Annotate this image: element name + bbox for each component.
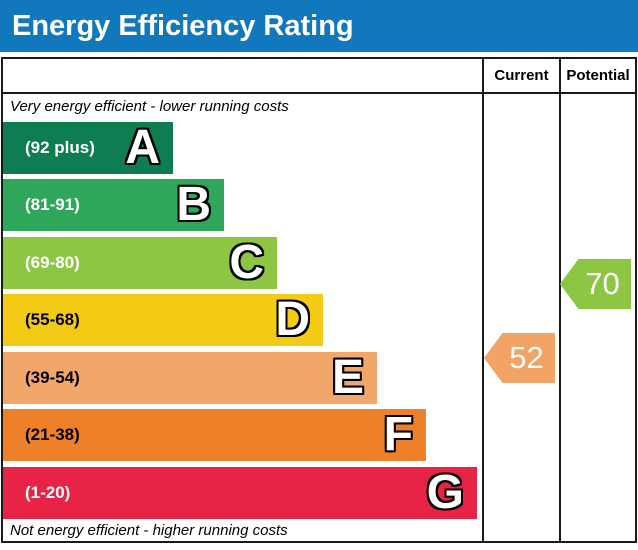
rating-table: Current Potential Very energy efficient … — [1, 57, 637, 543]
band-c-letter: C — [229, 236, 264, 289]
page-title: Energy Efficiency Rating — [12, 9, 354, 42]
column-header-potential: Potential — [566, 67, 630, 84]
top-note: Very energy efficient - lower running co… — [10, 98, 289, 115]
band-c-range: (69-80) — [25, 253, 80, 272]
column-header-current: Current — [494, 67, 549, 84]
band-e: (39-54) E — [3, 352, 377, 404]
header-rule — [3, 92, 635, 94]
band-a-range: (92 plus) — [25, 138, 95, 157]
band-g: (1-20) G — [3, 467, 477, 519]
band-f-range: (21-38) — [25, 425, 80, 444]
band-g-range: (1-20) — [25, 483, 71, 502]
band-b: (81-91) B — [3, 179, 224, 231]
band-d-letter: D — [275, 293, 310, 346]
band-f: (21-38) F — [3, 409, 426, 461]
band-e-range: (39-54) — [25, 368, 80, 387]
band-b-letter: B — [176, 178, 211, 231]
band-a: (92 plus) A — [3, 122, 173, 174]
current-value-marker: 52 — [484, 333, 555, 383]
title-bar: Energy Efficiency Rating — [0, 0, 638, 52]
band-b-range: (81-91) — [25, 195, 80, 214]
band-f-letter: F — [383, 408, 413, 461]
column-divider-right — [559, 59, 561, 541]
band-e-letter: E — [331, 351, 364, 404]
band-d: (55-68) D — [3, 294, 323, 346]
band-a-letter: A — [125, 121, 160, 174]
band-d-range: (55-68) — [25, 310, 80, 329]
bottom-note: Not energy efficient - higher running co… — [10, 522, 288, 539]
potential-value-marker: 70 — [560, 259, 631, 309]
column-divider-left — [482, 59, 484, 541]
potential-value: 70 — [585, 266, 620, 301]
current-value: 52 — [509, 340, 544, 375]
band-g-letter: G — [426, 466, 464, 519]
band-c: (69-80) C — [3, 237, 277, 289]
